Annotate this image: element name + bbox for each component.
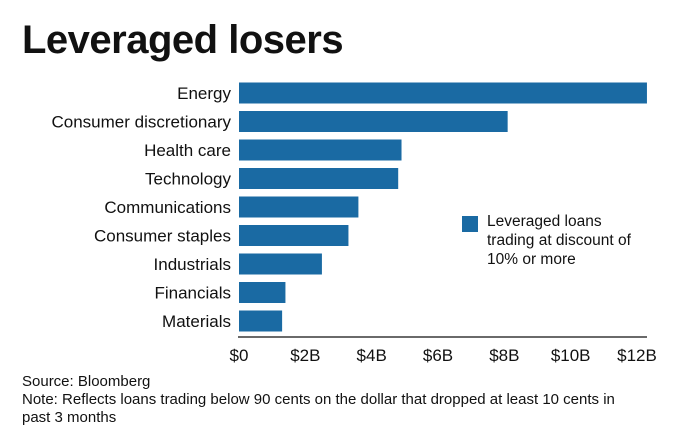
bar-communications bbox=[239, 196, 359, 218]
x-tick-label: $8B bbox=[489, 346, 519, 365]
bar-technology bbox=[239, 168, 399, 189]
x-tick-label: $12B bbox=[617, 346, 657, 365]
note-text: Note: Reflects loans trading below 90 ce… bbox=[22, 391, 615, 426]
x-tick-label: $10B bbox=[551, 346, 591, 365]
legend-swatch bbox=[462, 216, 478, 232]
x-tick-label: $2B bbox=[290, 346, 320, 365]
legend-label: Leveraged loans trading at discount of 1… bbox=[487, 213, 631, 268]
source-text: Source: Bloomberg bbox=[22, 373, 151, 390]
category-label: Consumer staples bbox=[94, 227, 231, 246]
x-tick-label: $6B bbox=[423, 346, 453, 365]
bar-health-care bbox=[239, 139, 402, 161]
category-label: Communications bbox=[104, 198, 231, 217]
bar-energy bbox=[239, 82, 647, 104]
category-label: Industrials bbox=[154, 255, 231, 274]
x-tick-label: $0 bbox=[230, 346, 249, 365]
bar-industrials bbox=[239, 253, 322, 275]
bar-materials bbox=[239, 310, 283, 332]
bar-financials bbox=[239, 282, 286, 303]
category-label: Technology bbox=[145, 170, 232, 189]
category-label: Consumer discretionary bbox=[51, 113, 231, 132]
category-label: Materials bbox=[162, 312, 231, 331]
category-label: Health care bbox=[144, 141, 231, 160]
bar-consumer-discretionary bbox=[239, 111, 508, 132]
x-tick-label: $4B bbox=[357, 346, 387, 365]
bar-consumer-staples bbox=[239, 225, 349, 246]
category-label: Energy bbox=[177, 84, 231, 103]
chart-title: Leveraged losers bbox=[22, 18, 344, 62]
category-label: Financials bbox=[154, 284, 231, 303]
